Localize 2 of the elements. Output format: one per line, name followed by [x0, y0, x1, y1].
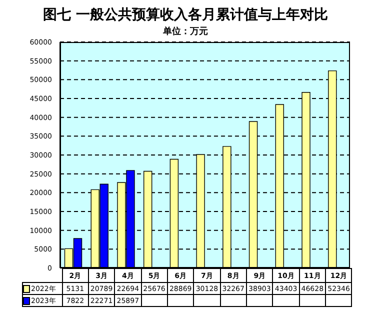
chart-title: 图七 一般公共预算收入各月累计值与上年对比 [42, 6, 329, 24]
chart-subtitle: 单位：万元 [162, 26, 209, 38]
